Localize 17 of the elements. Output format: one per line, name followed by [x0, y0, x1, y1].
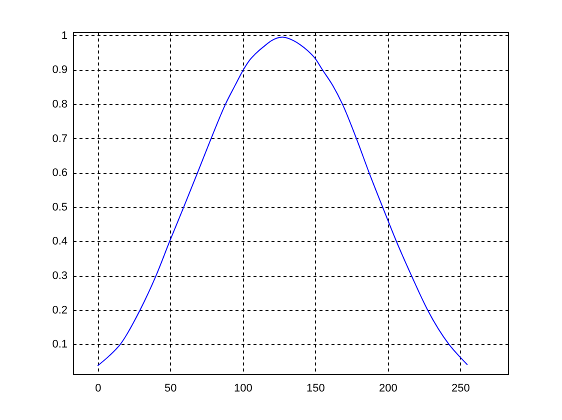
y-tick-label: 0.3: [52, 270, 68, 282]
y-tick-label: 0.2: [52, 304, 68, 316]
y-tick-label: 0.7: [52, 132, 68, 145]
x-tick-label: 150: [306, 382, 325, 394]
x-tick-label: 50: [164, 382, 177, 394]
x-tick-label: 250: [451, 382, 470, 394]
y-tick-label: 1: [61, 30, 68, 42]
line-series: [97, 36, 468, 366]
y-tick-label: 0.4: [52, 236, 68, 248]
y-tick-label: 0.8: [52, 98, 68, 111]
x-tick-label: 200: [378, 382, 398, 394]
y-tick-label: 0.6: [52, 167, 68, 180]
y-tick-label: 0.9: [52, 64, 68, 76]
y-tick-label: 0.5: [52, 201, 68, 214]
y-tick-label: 0.1: [52, 338, 68, 351]
x-tick-label: 0: [95, 382, 102, 394]
x-tick-label: 100: [234, 382, 252, 394]
